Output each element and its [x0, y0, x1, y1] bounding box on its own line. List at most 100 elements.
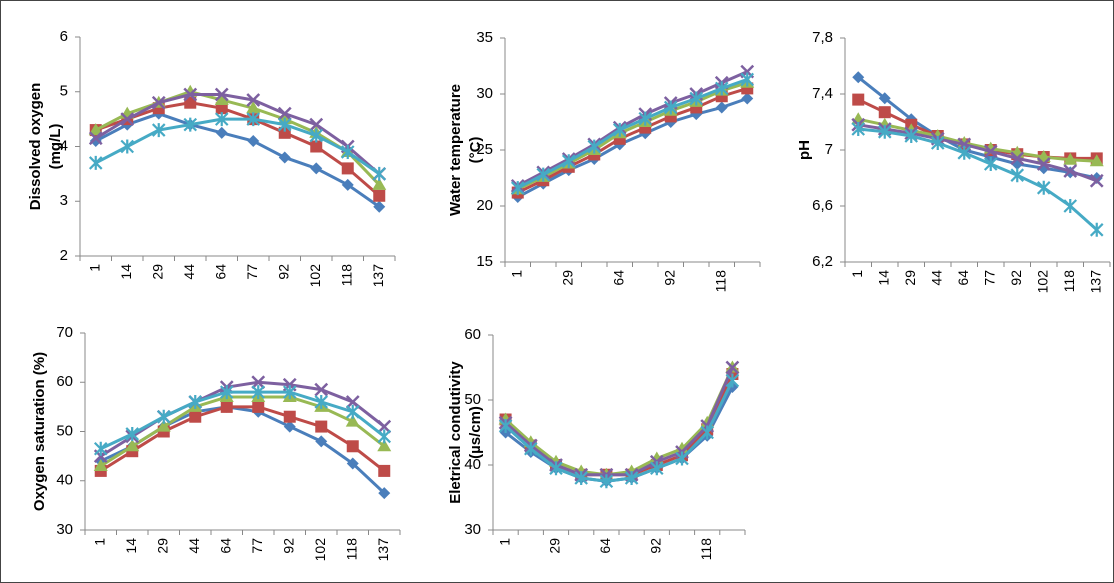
marker	[278, 151, 291, 164]
series-line	[517, 70, 748, 188]
y-axis-title: (µs/cm)	[467, 406, 484, 459]
x-tick-label: 1	[91, 538, 107, 546]
marker	[675, 441, 689, 454]
x-tick-label: 1	[496, 538, 512, 546]
x-tick-label: 64	[597, 538, 613, 554]
x-tick-label: 44	[928, 270, 944, 286]
marker	[283, 420, 296, 433]
marker	[1063, 164, 1078, 178]
marker	[315, 420, 328, 433]
marker	[549, 461, 563, 476]
x-tick-label: 137	[375, 538, 391, 562]
y-tick-label: 6	[60, 28, 68, 45]
x-tick-label: 77	[244, 264, 260, 280]
marker	[252, 400, 265, 413]
marker	[1063, 152, 1078, 165]
marker	[309, 117, 324, 132]
y-tick-label: 7,8	[812, 29, 833, 46]
y-axis-title: pH	[796, 140, 813, 160]
x-tick-label: 137	[370, 264, 386, 288]
marker	[983, 144, 998, 159]
marker	[1089, 154, 1104, 167]
marker	[1063, 199, 1078, 213]
x-tick-label: 102	[1034, 270, 1050, 294]
marker	[283, 410, 296, 423]
series-line	[517, 97, 748, 199]
marker	[1010, 168, 1025, 183]
marker	[587, 139, 602, 154]
y-axis-title: (°C)	[467, 137, 484, 164]
marker	[904, 129, 919, 143]
y-tick-label: 40	[56, 472, 73, 489]
marker	[88, 131, 103, 146]
marker	[246, 101, 261, 114]
marker	[725, 360, 740, 375]
marker	[125, 426, 140, 441]
y-tick-label: 20	[476, 197, 493, 214]
y-tick-label: 6,2	[812, 253, 833, 270]
marker	[1089, 173, 1104, 188]
marker	[638, 111, 653, 126]
marker	[310, 162, 323, 175]
marker	[878, 92, 891, 105]
marker	[214, 87, 229, 102]
series-line	[99, 405, 386, 473]
y-axis-title: Water temperature	[447, 84, 464, 216]
marker	[612, 122, 627, 137]
marker	[215, 102, 228, 115]
marker	[650, 461, 664, 476]
x-tick-label: 92	[275, 264, 291, 280]
marker	[219, 385, 234, 400]
marker	[220, 400, 233, 413]
x-tick-label: 118	[338, 264, 354, 287]
x-tick-label: 118	[712, 270, 728, 293]
x-tick-label: 92	[661, 270, 677, 286]
x-tick-label: 1	[86, 264, 102, 272]
marker	[378, 464, 391, 477]
marker	[524, 441, 538, 456]
y-tick-label: 50	[56, 422, 73, 439]
y-tick-label: 5	[60, 83, 68, 100]
marker	[345, 414, 360, 427]
y-tick-label: 4	[60, 137, 68, 154]
marker	[282, 385, 297, 400]
marker	[151, 95, 166, 110]
y-tick-label: 25	[476, 141, 493, 158]
marker	[183, 117, 198, 132]
x-tick-label: 137	[1087, 270, 1103, 294]
marker	[377, 439, 392, 452]
y-axis-title: Oxygen saturation (%)	[31, 352, 48, 511]
series-line	[95, 101, 381, 197]
x-tick-label: 102	[312, 538, 328, 562]
marker	[1089, 222, 1104, 237]
marker	[373, 200, 386, 213]
marker	[983, 157, 998, 171]
marker	[277, 106, 292, 121]
x-tick-label: 64	[955, 270, 971, 286]
series-line	[858, 127, 1098, 231]
y-tick-label: 70	[56, 324, 73, 341]
x-tick-label: 64	[610, 270, 626, 286]
y-tick-label: 6,6	[812, 197, 833, 214]
series-line	[94, 92, 381, 176]
series-line	[517, 86, 748, 194]
marker	[345, 395, 360, 409]
marker	[689, 91, 704, 106]
x-tick-label: 92	[280, 538, 296, 554]
marker	[340, 144, 355, 159]
y-tick-label: 30	[476, 85, 493, 102]
marker	[346, 457, 359, 470]
marker	[1036, 180, 1051, 195]
series-line	[100, 390, 386, 451]
x-tick-label: 92	[1008, 270, 1024, 286]
x-tick-label: 1	[849, 270, 865, 278]
marker	[957, 145, 972, 160]
marker	[561, 154, 576, 169]
marker	[714, 81, 729, 96]
marker	[278, 126, 291, 139]
y-tick-label: 7,4	[812, 85, 833, 102]
x-tick-label: 44	[186, 538, 202, 554]
x-tick-label: 29	[559, 270, 575, 286]
marker	[214, 92, 229, 105]
x-tick-label: 29	[149, 264, 165, 280]
